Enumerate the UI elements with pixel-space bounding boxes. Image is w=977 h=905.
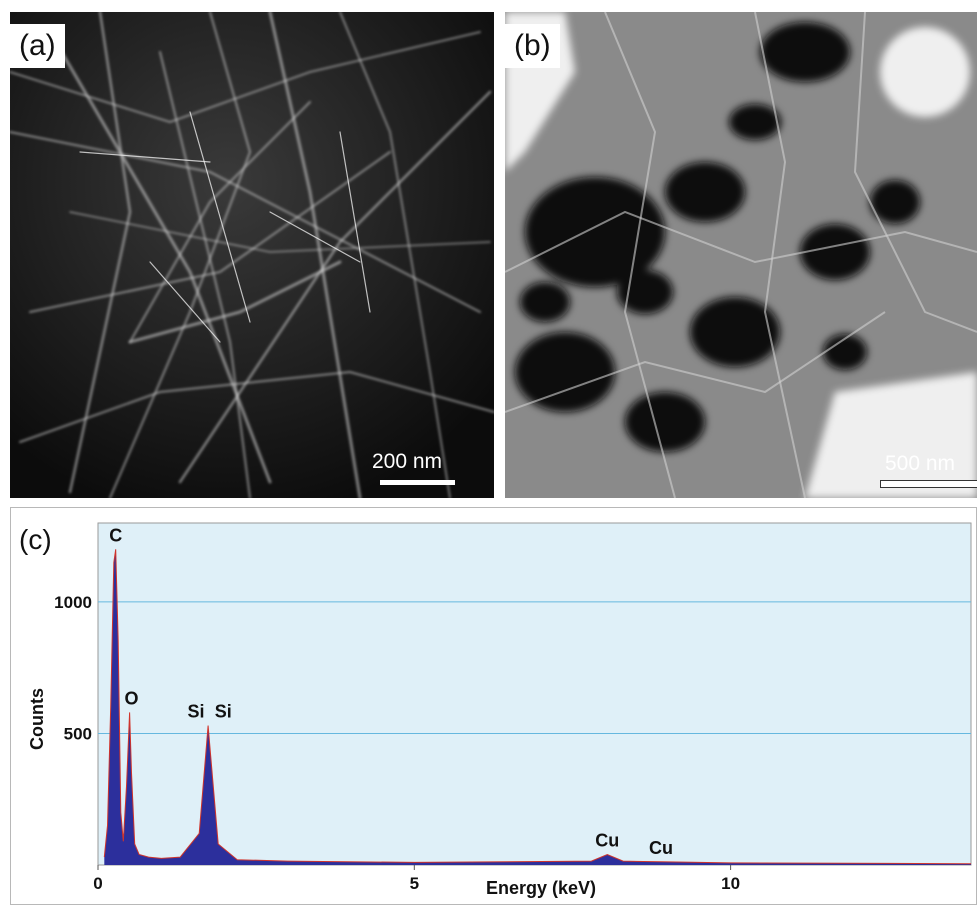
x-tick-label-1: 5 <box>410 874 419 893</box>
y-tick-label-1: 1000 <box>54 593 92 612</box>
scale-label-a: 200 nm <box>372 450 443 473</box>
panel-c-label: (c) <box>19 524 52 555</box>
panel-a-label: (a) <box>10 24 65 68</box>
y-axis-title: Counts <box>27 688 47 750</box>
peak-label-o-1: O <box>125 688 139 708</box>
peak-label-cu-5: Cu <box>649 838 673 858</box>
peak-label-si-2: Si <box>188 702 205 722</box>
scale-bar-a <box>380 480 455 485</box>
peak-label-cu-4: Cu <box>595 830 619 850</box>
spectrum-peak-line <box>103 549 972 865</box>
scale-bar-b <box>880 480 977 488</box>
panel-b-label: (b) <box>505 24 560 68</box>
x-tick-label-0: 0 <box>93 874 102 893</box>
edx-spectrum-chart: 500 1000 0 5 10 C O Si Si Cu Cu Counts Energy (ke… <box>27 522 972 898</box>
y-tick-label-0: 500 <box>64 724 92 743</box>
porous-network-image-b <box>505 12 977 498</box>
peak-label-c-0: C <box>109 525 122 545</box>
fiber-network-image-a <box>10 12 494 498</box>
tem-image-a: (a) 200 nm <box>10 12 494 498</box>
x-tick-label-2: 10 <box>721 874 740 893</box>
plot-area <box>97 522 972 866</box>
x-axis-title: Energy (keV) <box>486 878 596 898</box>
tem-image-b: (b) 500 nm <box>505 12 977 498</box>
edx-spectrum-panel: 500 1000 0 5 10 C O Si Si Cu Cu Counts Energy (ke… <box>10 507 977 905</box>
peak-label-si-3: Si <box>215 702 232 722</box>
scale-label-b: 500 nm <box>885 452 956 475</box>
